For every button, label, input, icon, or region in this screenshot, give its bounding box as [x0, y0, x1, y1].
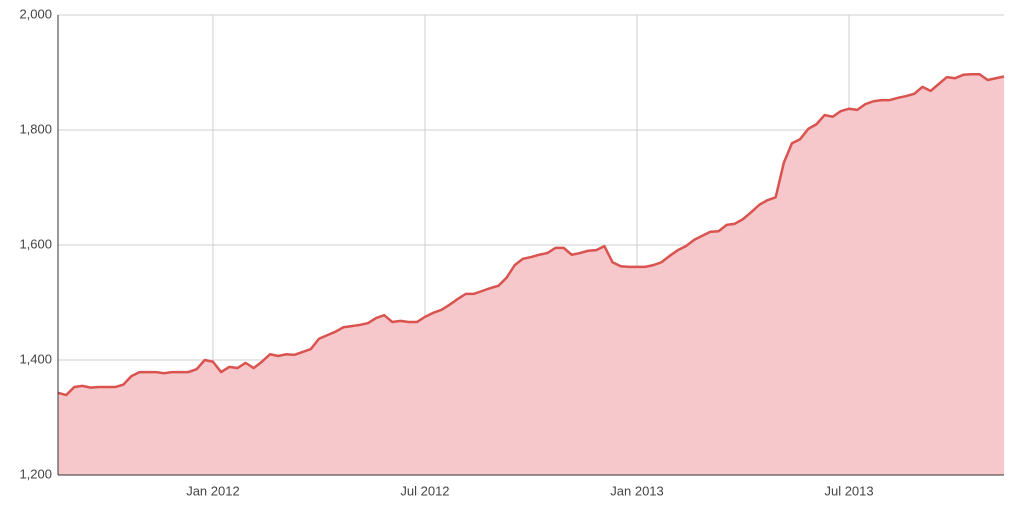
x-tick-label: Jan 2013	[610, 483, 664, 498]
x-tick-label: Jul 2012	[400, 483, 449, 498]
x-tick-label: Jul 2013	[824, 483, 873, 498]
y-tick-label: 1,400	[19, 351, 52, 366]
y-tick-label: 2,000	[19, 6, 52, 21]
area-fill	[58, 74, 1004, 475]
y-tick-label: 1,800	[19, 121, 52, 136]
area-line	[57, 72, 1005, 397]
y-tick-label: 1,200	[19, 466, 52, 481]
y-tick-label: 1,600	[19, 236, 52, 251]
x-tick-label: Jan 2012	[186, 483, 240, 498]
